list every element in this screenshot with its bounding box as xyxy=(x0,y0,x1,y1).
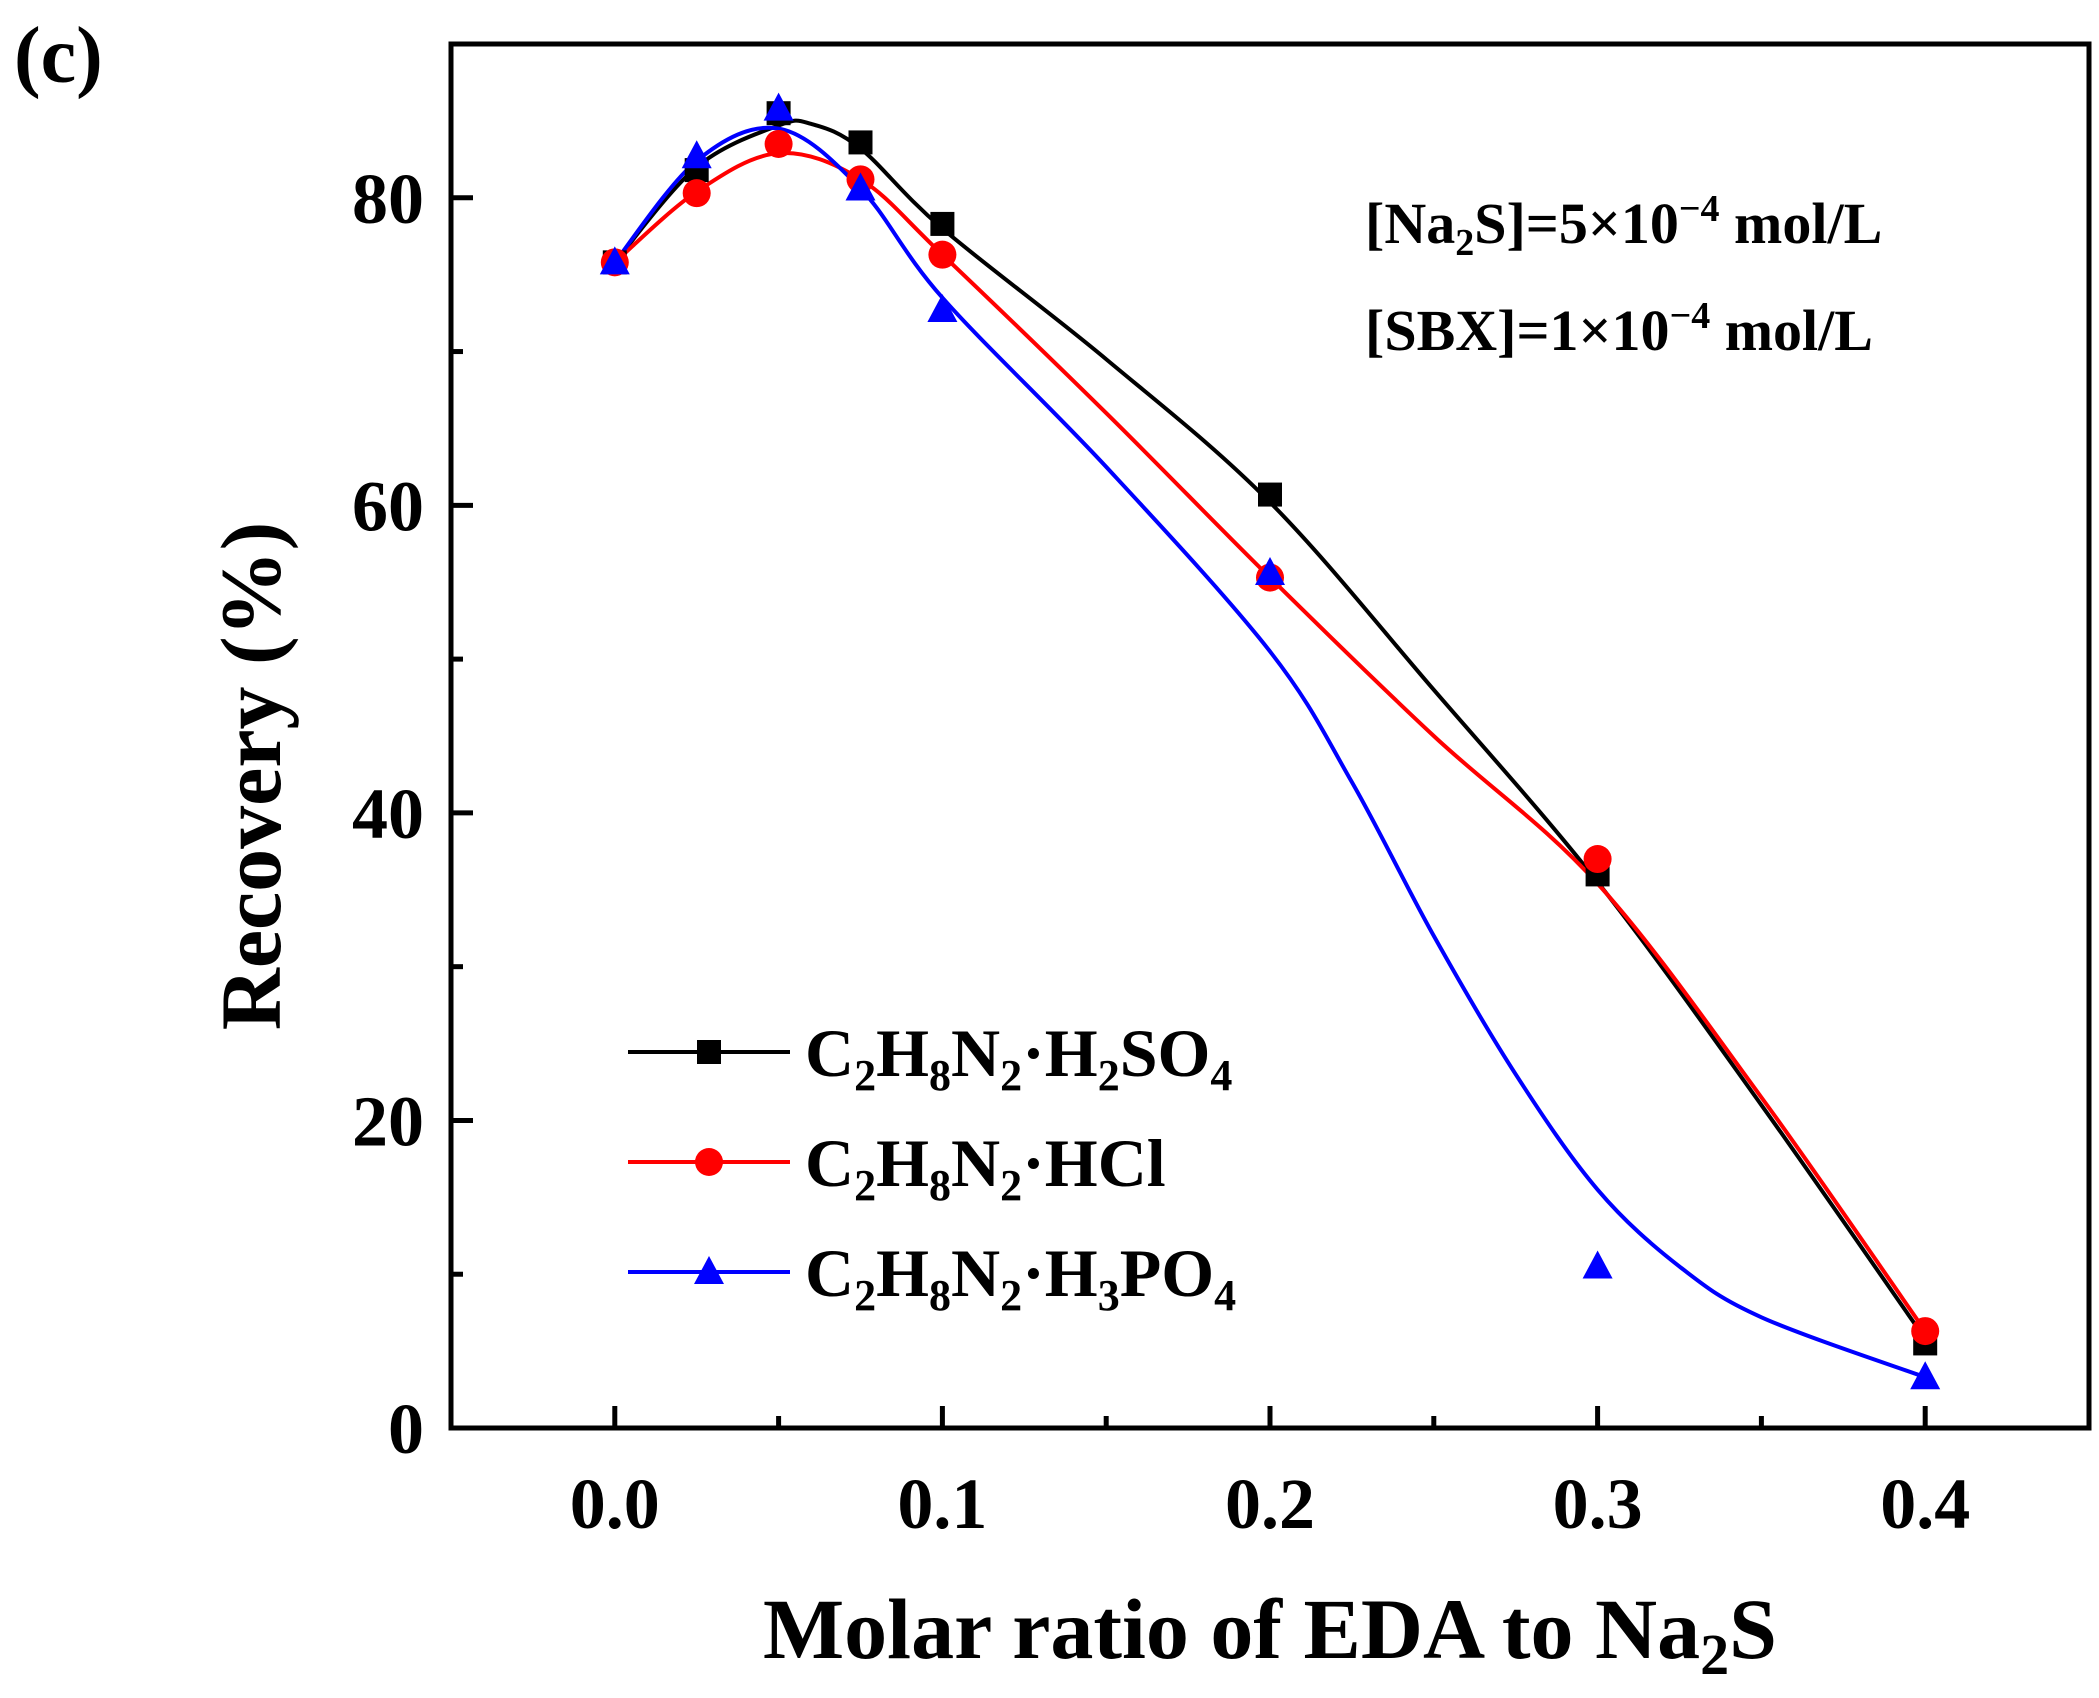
legend-marker-h3po4 xyxy=(694,1256,724,1284)
y-axis-ticks xyxy=(451,195,473,1431)
legend-label-h3po4: C2H8N2·H3PO4 xyxy=(805,1235,1236,1320)
data-point-h2so4 xyxy=(848,130,873,155)
data-point-hcl xyxy=(682,179,711,208)
data-point-hcl xyxy=(928,240,957,269)
x-axis-label-sub: 2 xyxy=(1700,1622,1729,1687)
x-tick-label: 0.4 xyxy=(1880,1464,1970,1544)
legend-marker-h2so4 xyxy=(697,1040,721,1064)
annotation-na2s: [Na2S]=5×10−4 mol/L xyxy=(1365,188,1882,264)
annotation-na2s-c: mol/L xyxy=(1720,191,1883,256)
annotation-na2s-sub: 2 xyxy=(1455,222,1474,264)
annotation-na2s-sup: −4 xyxy=(1679,188,1720,230)
data-point-h3po4 xyxy=(845,172,876,201)
legend: C2H8N2·H2SO4 C2H8N2·HCl C2H8N2·H3PO4 xyxy=(628,1015,1236,1320)
legend-label-hcl: C2H8N2·HCl xyxy=(805,1125,1166,1210)
x-axis-tick-labels: 0.0 0.1 0.2 0.3 0.4 xyxy=(570,1464,1970,1544)
data-point-h3po4 xyxy=(927,294,958,323)
annotation-sbx-sup: −4 xyxy=(1670,295,1711,337)
data-point-h3po4 xyxy=(681,140,712,169)
legend-label-h2so4: C2H8N2·H2SO4 xyxy=(805,1015,1232,1100)
annotation-sbx-b: mol/L xyxy=(1710,298,1873,363)
x-axis-label-tail: S xyxy=(1729,1581,1777,1677)
data-point-hcl xyxy=(1911,1317,1940,1346)
data-point-hcl xyxy=(764,129,793,158)
data-markers xyxy=(599,92,1941,1390)
annotation-sbx-a: [SBX]=1×10 xyxy=(1365,298,1670,363)
data-point-h3po4 xyxy=(1910,1361,1941,1390)
y-axis-tick-labels: 0 20 40 60 80 xyxy=(352,159,424,1469)
legend-marker-hcl xyxy=(695,1148,723,1176)
annotation-na2s-a: [Na xyxy=(1365,191,1455,256)
data-point-h3po4 xyxy=(763,92,794,121)
y-tick-label: 0 xyxy=(388,1389,424,1469)
data-point-h2so4 xyxy=(930,211,955,236)
fit-curve-h3po4 xyxy=(613,125,1926,1380)
annotation-na2s-b: S]=5×10 xyxy=(1474,191,1679,256)
x-tick-label: 0.1 xyxy=(897,1464,987,1544)
annotation-sbx: [SBX]=1×10−4 mol/L xyxy=(1365,295,1873,363)
data-point-h2so4 xyxy=(1258,482,1282,507)
data-point-hcl xyxy=(1583,845,1612,874)
x-tick-label: 0.3 xyxy=(1553,1464,1643,1544)
x-axis-ticks xyxy=(448,1406,2092,1428)
y-axis-label: Recovery (%) xyxy=(203,522,299,1031)
x-tick-label: 0.2 xyxy=(1225,1464,1315,1544)
data-point-h3po4 xyxy=(599,246,630,275)
x-axis-label-main: Molar ratio of EDA to Na xyxy=(763,1581,1700,1677)
y-tick-label: 60 xyxy=(352,466,424,546)
panel-label: (c) xyxy=(14,12,103,100)
y-tick-label: 40 xyxy=(352,774,424,854)
data-point-h3po4 xyxy=(1582,1250,1613,1279)
y-tick-label: 80 xyxy=(352,159,424,239)
y-tick-label: 20 xyxy=(352,1081,424,1161)
x-tick-label: 0.0 xyxy=(570,1464,660,1544)
data-point-h3po4 xyxy=(1255,556,1285,585)
x-axis-label: Molar ratio of EDA to Na2S xyxy=(763,1581,1777,1687)
